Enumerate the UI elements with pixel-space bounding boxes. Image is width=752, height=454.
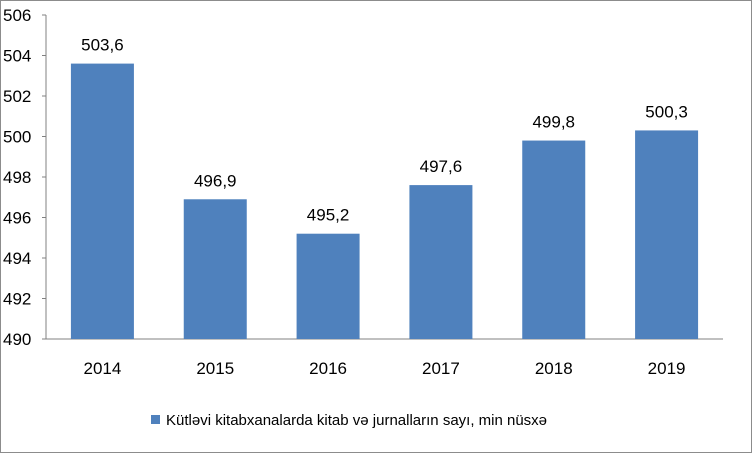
x-tick-label: 2014 — [84, 359, 122, 378]
y-tick-label: 496 — [3, 209, 31, 228]
data-label: 496,9 — [194, 171, 237, 190]
y-tick-label: 490 — [3, 330, 31, 349]
legend-label: Kütləvi kitabxanalarda kitab və jurnalla… — [166, 412, 547, 429]
bar-2018 — [522, 140, 586, 339]
y-tick-label: 504 — [3, 47, 31, 66]
y-axis-ticks: 490 492 494 496 498 500 502 504 506 — [3, 6, 46, 349]
legend: Kütləvi kitabxanalarda kitab və jurnalla… — [151, 412, 547, 429]
legend-swatch — [151, 415, 160, 424]
x-tick-label: 2018 — [535, 359, 573, 378]
bar-2016 — [296, 233, 360, 339]
y-tick-label: 502 — [3, 87, 31, 106]
x-tick-label: 2019 — [648, 359, 686, 378]
y-tick-label: 498 — [3, 168, 31, 187]
data-label: 497,6 — [420, 157, 463, 176]
data-label: 499,8 — [532, 113, 575, 132]
data-labels: 503,6 496,9 495,2 497,6 499,8 500,3 — [81, 36, 688, 225]
x-axis-labels: 2014 2015 2016 2017 2018 2019 — [84, 359, 686, 378]
x-tick-label: 2016 — [309, 359, 347, 378]
bars — [70, 63, 699, 339]
bar-2014 — [70, 63, 134, 339]
bar-2017 — [409, 185, 473, 339]
bar-2015 — [183, 199, 247, 339]
y-tick-label: 494 — [3, 249, 31, 268]
data-label: 495,2 — [307, 206, 350, 225]
x-tick-label: 2015 — [196, 359, 234, 378]
data-label: 503,6 — [81, 36, 124, 55]
y-tick-label: 500 — [3, 128, 31, 147]
x-tick-label: 2017 — [422, 359, 460, 378]
bar-2019 — [635, 130, 699, 339]
y-tick-label: 506 — [3, 6, 31, 25]
data-label: 500,3 — [645, 102, 688, 121]
y-tick-label: 492 — [3, 290, 31, 309]
